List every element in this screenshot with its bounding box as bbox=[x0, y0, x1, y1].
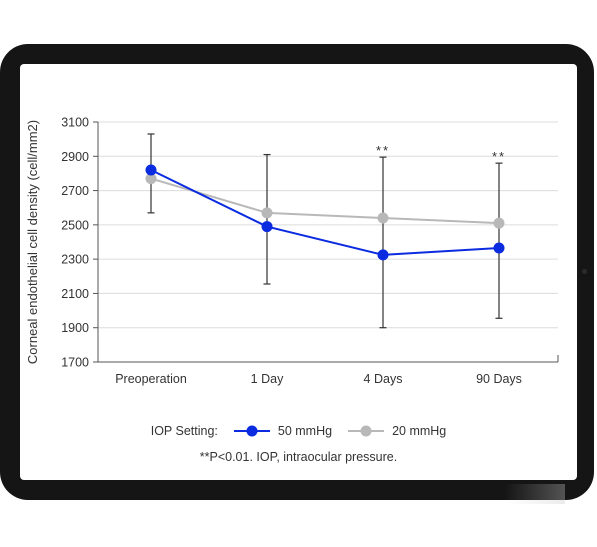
series-points bbox=[145, 164, 505, 261]
y-tick-labels: 1700 1900 2100 2300 2500 2700 2900 3100 bbox=[61, 116, 89, 370]
legend-title: IOP Setting: bbox=[150, 424, 218, 438]
legend-item-20mmhg: 20 mmHg bbox=[346, 424, 446, 438]
significance-annotations: ** ** bbox=[376, 143, 506, 164]
y-tick-label: 2900 bbox=[61, 150, 89, 164]
legend-item-50mmhg: 50 mmHg bbox=[232, 424, 332, 438]
footnote: **P<0.01. IOP, intraocular pressure. bbox=[199, 450, 398, 464]
tablet-frame: 1700 1900 2100 2300 2500 2700 2900 3100 Preoper… bbox=[0, 44, 594, 500]
x-tick-labels: Preoperation 1 Day 4 Days 90 Days bbox=[115, 372, 522, 386]
legend-marker-50mmhg bbox=[233, 425, 270, 437]
data-point-20mmhg bbox=[145, 173, 157, 185]
line-chart: 1700 1900 2100 2300 2500 2700 2900 3100 Preoper… bbox=[25, 116, 559, 386]
data-point-20mmhg bbox=[493, 217, 505, 229]
device-reflection bbox=[505, 484, 565, 504]
y-tick-label: 1700 bbox=[61, 356, 89, 370]
y-tick-label: 2500 bbox=[61, 218, 89, 232]
legend-label-50mmhg: 50 mmHg bbox=[277, 424, 333, 438]
data-point-50mmhg bbox=[377, 249, 389, 261]
y-tick-label: 2300 bbox=[61, 253, 89, 267]
axes bbox=[93, 121, 559, 363]
y-tick-label: 1900 bbox=[61, 321, 89, 335]
y-tick-label: 2100 bbox=[61, 287, 89, 301]
data-point-20mmhg bbox=[377, 212, 389, 224]
data-point-50mmhg bbox=[493, 242, 505, 254]
data-point-50mmhg bbox=[261, 221, 273, 233]
data-point-20mmhg bbox=[261, 207, 273, 219]
significance-mark: ** bbox=[492, 149, 506, 164]
legend-label-20mmhg: 20 mmHg bbox=[392, 424, 447, 438]
series-lines bbox=[150, 169, 500, 256]
chart-screen: 1700 1900 2100 2300 2500 2700 2900 3100 Preoper… bbox=[20, 64, 577, 480]
grid-lines bbox=[98, 121, 558, 329]
legend-marker-20mmhg bbox=[348, 425, 385, 437]
x-tick-label: 90 Days bbox=[476, 372, 522, 386]
data-point-50mmhg bbox=[145, 164, 157, 176]
y-tick-label: 3100 bbox=[61, 116, 89, 130]
significance-mark: ** bbox=[376, 143, 390, 158]
error-bars bbox=[147, 133, 503, 329]
series-line-50mmhg bbox=[150, 169, 500, 256]
x-tick-label: Preoperation bbox=[115, 372, 187, 386]
x-tick-label: 4 Days bbox=[364, 372, 403, 386]
x-tick-label: 1 Day bbox=[251, 372, 284, 386]
y-axis-label: Corneal endothelial cell density (cell/m… bbox=[25, 120, 40, 364]
y-tick-label: 2700 bbox=[61, 184, 89, 198]
camera-dot bbox=[582, 269, 587, 274]
legend: IOP Setting: 50 mmHg 20 mmHg bbox=[20, 424, 577, 438]
series-line-20mmhg bbox=[150, 177, 500, 225]
